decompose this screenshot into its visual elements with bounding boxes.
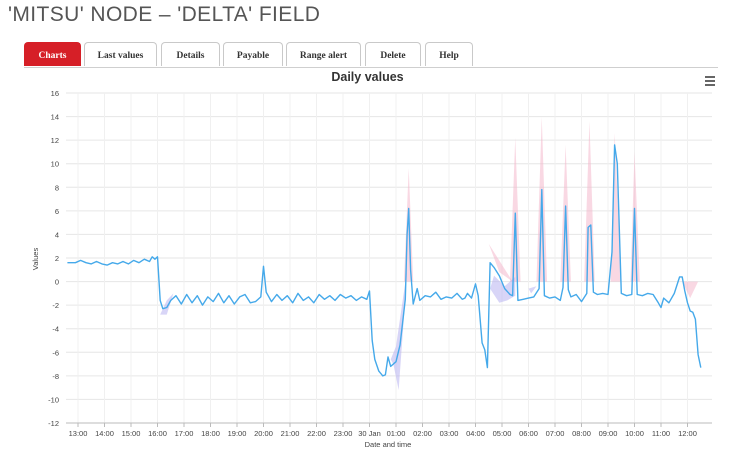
y-tick-label: -6: [52, 348, 59, 357]
x-tick-label: 13:00: [69, 429, 88, 438]
x-tick-label: 10:00: [625, 429, 644, 438]
tab-last-values[interactable]: Last values: [84, 42, 157, 66]
y-tick-label: 8: [55, 183, 59, 192]
x-tick-label: 19:00: [228, 429, 247, 438]
x-tick-label: 02:00: [413, 429, 432, 438]
x-axis-title: Date and time: [365, 440, 412, 449]
y-tick-label: 10: [51, 160, 59, 169]
y-axis-title: Values: [31, 248, 40, 271]
y-tick-label: -4: [52, 325, 59, 334]
y-tick-label: 14: [51, 113, 59, 122]
y-tick-label: -12: [48, 419, 59, 428]
x-tick-label: 05:00: [493, 429, 512, 438]
range-band: [528, 286, 537, 294]
tab-delete[interactable]: Delete: [365, 42, 421, 66]
x-tick-label: 09:00: [599, 429, 618, 438]
x-tick-label: 16:00: [148, 429, 167, 438]
x-tick-label: 07:00: [546, 429, 565, 438]
x-tick-label: 06:00: [519, 429, 538, 438]
range-bands: [160, 116, 699, 390]
range-band: [682, 281, 699, 299]
tab-details[interactable]: Details: [161, 42, 220, 66]
page-title: 'MITSU' NODE – 'DELTA' FIELD: [8, 3, 321, 26]
x-tick-label: 30 Jan: [358, 429, 381, 438]
x-tick-label: 21:00: [281, 429, 300, 438]
x-tick-label: 18:00: [201, 429, 220, 438]
chart-title: Daily values: [331, 70, 404, 84]
tab-help[interactable]: Help: [425, 42, 473, 66]
x-tick-label: 15:00: [122, 429, 141, 438]
range-band: [488, 243, 513, 282]
x-tick-label: 11:00: [652, 429, 670, 438]
menu-bar: [705, 84, 715, 86]
x-tick-label: 04:00: [466, 429, 485, 438]
hamburger-menu-icon[interactable]: [705, 76, 715, 88]
x-tick-label: 12:00: [678, 429, 697, 438]
tab-bar: Charts Last values Details Payable Range…: [24, 42, 718, 68]
tab-range-alert[interactable]: Range alert: [286, 42, 361, 66]
x-tick-label: 08:00: [572, 429, 591, 438]
x-axis: 13:00 14:00 15:00 16:00 17:00 18:00 19:00 20:00…: [69, 423, 697, 438]
series-lines: [67, 144, 702, 377]
range-band: [490, 275, 516, 303]
y-tick-label: 0: [55, 278, 59, 287]
y-tick-label: 4: [55, 230, 59, 239]
x-tick-label: 20:00: [254, 429, 273, 438]
y-tick-label: 12: [51, 136, 59, 145]
range-band: [584, 121, 595, 282]
tab-charts[interactable]: Charts: [24, 42, 81, 66]
series-line: [67, 144, 702, 377]
range-band: [610, 133, 622, 282]
y-tick-label: 16: [51, 89, 59, 98]
x-tick-label: 22:00: [307, 429, 326, 438]
x-tick-label: 14:00: [95, 429, 114, 438]
chart-grid: [66, 92, 712, 424]
y-tick-label: 6: [55, 207, 59, 216]
x-tick-label: 03:00: [440, 429, 459, 438]
range-band: [160, 293, 174, 315]
y-tick-label: -10: [48, 395, 59, 404]
menu-bar: [705, 76, 715, 78]
menu-bar: [705, 80, 715, 82]
y-tick-label: -2: [52, 301, 59, 310]
x-tick-label: 01:00: [387, 429, 406, 438]
x-tick-label: 23:00: [334, 429, 353, 438]
y-axis: 16 14 12 10 8 6 4 2 0 -2 -4 -6 -8 -10 -12: [48, 89, 59, 428]
x-tick-label: 17:00: [175, 429, 194, 438]
y-tick-label: 2: [55, 254, 59, 263]
range-band: [509, 137, 521, 282]
y-tick-label: -8: [52, 372, 59, 381]
range-band: [390, 269, 408, 390]
tab-payable[interactable]: Payable: [223, 42, 283, 66]
